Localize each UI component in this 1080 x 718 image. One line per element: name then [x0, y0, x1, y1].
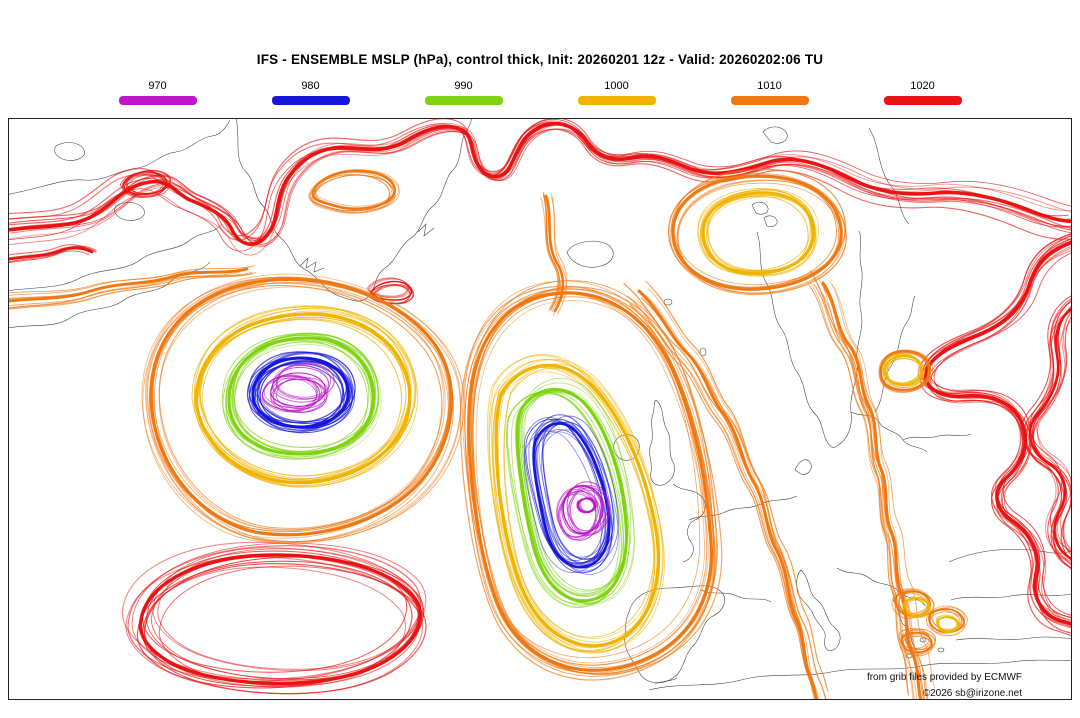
legend-item-1020: 1020 — [846, 80, 999, 105]
legend-item-1010: 1010 — [693, 80, 846, 105]
coastlines — [9, 119, 1071, 691]
legend-swatch-1000 — [577, 96, 656, 105]
contours-1000 — [191, 188, 961, 654]
legend-label-1000: 1000 — [604, 80, 629, 92]
legend-label-970: 970 — [148, 80, 167, 92]
legend-item-980: 980 — [234, 80, 387, 105]
legend-label-1010: 1010 — [757, 80, 782, 92]
map-border — [8, 118, 1072, 700]
credit-author: ©2026 sb@irizone.net — [922, 688, 1022, 699]
chart-title: IFS - ENSEMBLE MSLP (hPa), control thick… — [256, 52, 824, 67]
contours-1010 — [9, 168, 968, 699]
legend-swatch-980 — [271, 96, 350, 105]
legend-item-970: 970 — [81, 80, 234, 105]
contours-970 — [261, 362, 611, 541]
legend-label-980: 980 — [301, 80, 320, 92]
legend-label-990: 990 — [454, 80, 473, 92]
legend-swatch-1020 — [883, 96, 962, 105]
legend-swatch-1010 — [730, 96, 809, 105]
legend-label-1020: 1020 — [910, 80, 935, 92]
legend-swatch-990 — [424, 96, 503, 105]
contours-990 — [221, 332, 635, 609]
legend-item-1000: 1000 — [540, 80, 693, 105]
contours-1020 — [9, 119, 1071, 695]
legend: 970 980 990 1000 1010 1020 — [81, 80, 999, 105]
credit-source: from grib files provided by ECMWF — [866, 672, 1022, 683]
credits: from grib files provided by ECMWF ©2026 … — [867, 670, 1022, 702]
legend-item-990: 990 — [387, 80, 540, 105]
legend-swatch-970 — [118, 96, 197, 105]
contours-980 — [246, 351, 619, 575]
